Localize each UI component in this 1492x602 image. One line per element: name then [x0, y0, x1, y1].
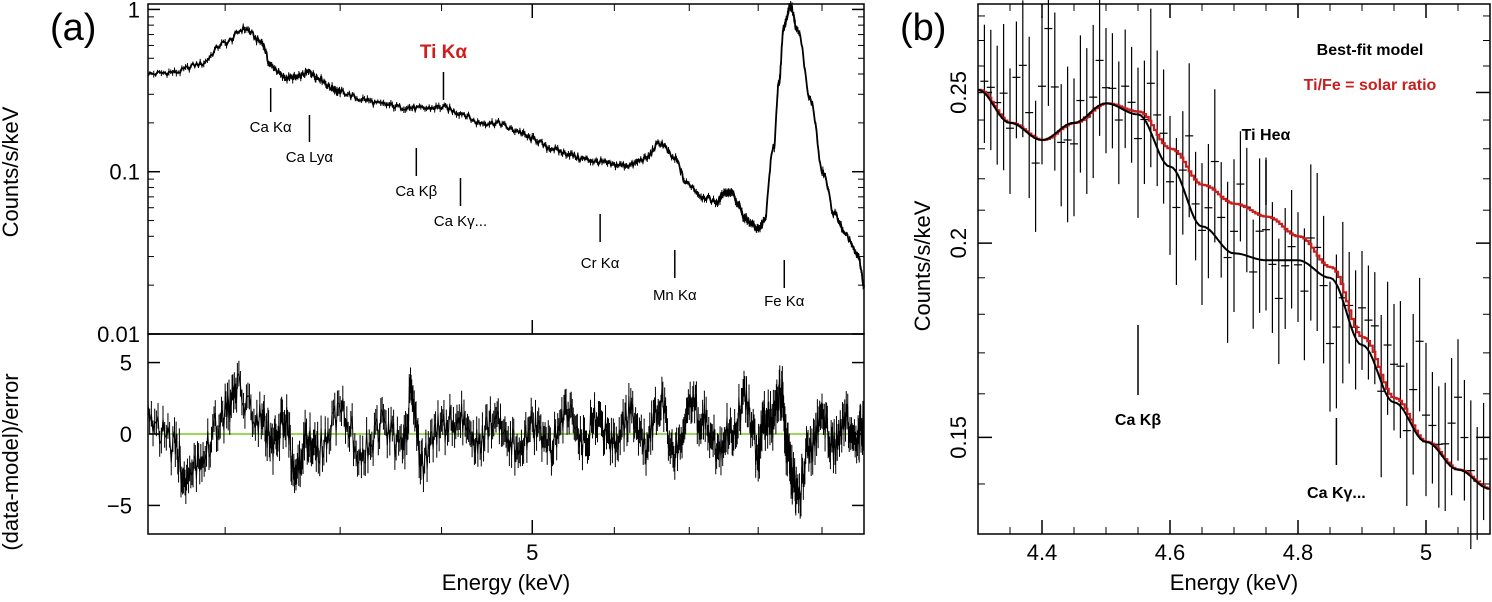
panel-b-series — [977, 0, 1492, 549]
panel-b: (b) 4.4 4.6 4.8 5 0.25 0.2 0.15 Ti Heα Ca Kβ Ca … — [900, 0, 1492, 595]
panel-a-annotation-label: Ti Kα — [420, 42, 468, 63]
panel-a-annotations: Ca Kα Ca Lyα Ca Kβ Ca Kγ... Ti Kα Cr Kα Mn Kα F… — [250, 42, 805, 310]
panel-b-annotation-label: Ca Kγ... — [1307, 485, 1366, 502]
panel-a-spectrum-errorbars — [147, 0, 865, 291]
panel-a-annotation-label: Ca Kβ — [395, 183, 437, 200]
panel-b-legend: Best-fit model Ti/Fe = solar ratio — [1304, 42, 1437, 94]
panel-b-ytick-label: 0.25 — [946, 71, 971, 114]
best-fit-model-line — [977, 88, 1491, 490]
panel-b-xtick-label: 5 — [1420, 540, 1432, 565]
panel-a-bottom-ytick-label: 5 — [120, 351, 132, 376]
panel-a-bottom-ticks: 5 0 −5 — [107, 351, 864, 518]
panel-a-ytick-label: 1 — [128, 0, 140, 22]
panel-b-xtick-label: 4.8 — [1283, 540, 1314, 565]
panel-b-xlabel: Energy (keV) — [1170, 570, 1298, 595]
panel-b-xtick-label: 4.4 — [1027, 540, 1058, 565]
panel-b-ytick-label: 0.2 — [946, 228, 971, 259]
panel-a-bottom-ytick-label: −5 — [107, 493, 132, 518]
panel-a-ytick-label: 0.01 — [97, 322, 140, 347]
panel-a-annotation-label: Fe Kα — [764, 293, 805, 310]
panel-a-xticks: 5 — [224, 4, 823, 565]
panel-b-data-points — [980, 0, 1488, 549]
residual-line — [147, 372, 865, 506]
panel-a-annotation-label: Cr Kα — [581, 255, 620, 272]
panel-a-spectrum-series — [147, 0, 865, 291]
panel-a-annotation-label: Ca Kγ... — [434, 213, 487, 230]
panel-a-spectrum-plot: 1 0.1 0.01 Ca Kα Ca Lyα Ca Kβ Ca Kγ... Ti Kα Cr… — [0, 0, 865, 347]
panel-b-annotation-label: Ti Heα — [1242, 127, 1291, 144]
panel-a-bottom-ytick-label: 0 — [120, 422, 132, 447]
legend-solar-ratio: Ti/Fe = solar ratio — [1304, 77, 1437, 94]
panel-a-bottom-ylabel: (data-model)/error — [0, 373, 23, 550]
panel-a-xlabel: Energy (keV) — [442, 570, 570, 595]
panel-b-ticks: 4.4 4.6 4.8 5 0.25 0.2 0.15 — [946, 4, 1491, 565]
panel-a-residual-plot: 5 0 −5 (data-model)/error — [0, 333, 865, 551]
panel-a: (a) 1 0.1 0.01 Ca Kα Ca Lyα Ca Kβ Ca Kγ... Ti … — [0, 0, 865, 595]
panel-a-residual-errorbars — [147, 360, 865, 519]
panel-a-top-frame — [147, 3, 865, 335]
panel-a-annotation-label: Ca Kα — [250, 119, 292, 136]
panel-a-annotation-label: Ca Lyα — [286, 149, 334, 166]
panel-b-annotations: Ti Heα Ca Kβ Ca Kγ... — [1115, 127, 1366, 502]
panel-a-top-ylabel: Counts/s/keV — [0, 106, 23, 237]
legend-best-fit: Best-fit model — [1317, 42, 1424, 59]
panel-b-label: (b) — [900, 7, 946, 49]
panel-a-residual-series — [147, 360, 865, 519]
panel-a-ytick-label: 0.1 — [109, 160, 140, 185]
panel-b-xtick-label: 4.6 — [1155, 540, 1186, 565]
panel-a-top-ticks: 1 0.1 0.01 — [97, 0, 864, 347]
panel-b-ylabel: Counts/s/keV — [910, 200, 935, 331]
panel-b-annotation-label: Ca Kβ — [1115, 412, 1161, 429]
spectrum-line — [147, 3, 865, 288]
panel-a-annotation-label: Mn Kα — [653, 287, 697, 304]
panel-a-xtick-label: 5 — [526, 540, 538, 565]
panel-b-ytick-label: 0.15 — [946, 416, 971, 459]
panel-a-label: (a) — [50, 7, 96, 49]
